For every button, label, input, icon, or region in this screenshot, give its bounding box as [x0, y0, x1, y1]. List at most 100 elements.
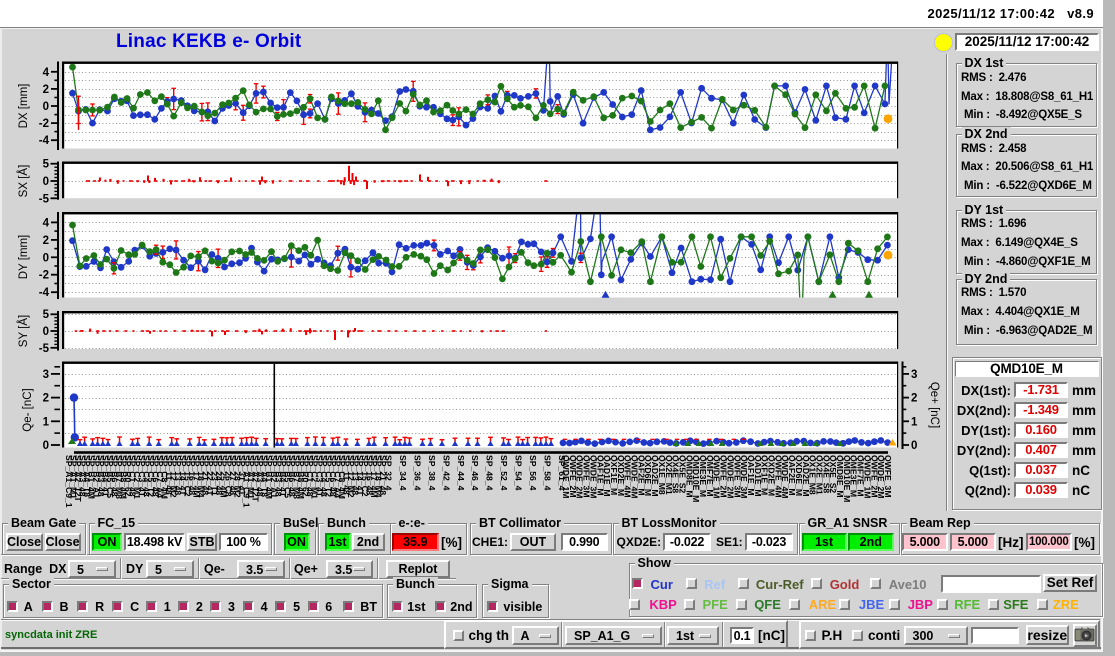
- svg-text:QWFE_2M: QWFE_2M: [719, 455, 729, 498]
- svg-text:QXD6E_M: QXD6E_M: [794, 455, 804, 496]
- svg-text:SP_15_C2: SP_15_C2: [360, 455, 370, 497]
- svg-text:SP_C7_A4: SP_C7_A4: [333, 455, 343, 498]
- svg-text:5: 5: [43, 159, 50, 171]
- svg-text:QMD10E_M: QMD10E_M: [842, 455, 852, 502]
- svg-text:QAF2E_M: QAF2E_M: [787, 455, 797, 496]
- svg-text:SP_18_M4: SP_18_M4: [196, 455, 206, 498]
- svg-text:SP_C6_48: SP_C6_48: [151, 455, 161, 497]
- svg-text:SP_31_4T: SP_31_4T: [237, 455, 247, 496]
- svg-text:SP_34_4: SP_34_4: [398, 455, 408, 491]
- svg-text:SP_B5_C5: SP_B5_C5: [105, 455, 115, 498]
- svg-text:SP_C4_48: SP_C4_48: [319, 455, 329, 497]
- svg-text:SP_21_48: SP_21_48: [378, 455, 388, 495]
- svg-text:-2: -2: [39, 270, 49, 282]
- svg-text:QWFE_3M: QWFE_3M: [582, 455, 592, 498]
- svg-text:QXD2E_M: QXD2E_M: [767, 455, 777, 496]
- svg-text:4: 4: [43, 67, 50, 79]
- svg-text:SP_12_M2: SP_12_M2: [346, 455, 356, 498]
- svg-text:QWDE_2M: QWDE_2M: [876, 455, 886, 498]
- svg-text:QWDE_4M: QWDE_4M: [780, 455, 790, 498]
- svg-text:SP_23_T1: SP_23_T1: [210, 455, 220, 496]
- svg-text:QX2E_M1: QX2E_M1: [664, 455, 674, 495]
- svg-text:QWFE_2M: QWFE_2M: [568, 455, 578, 498]
- svg-text:SP_58_4: SP_58_4: [543, 455, 553, 491]
- svg-text:SP_14_4T: SP_14_4T: [355, 455, 365, 496]
- svg-text:4: 4: [43, 217, 50, 229]
- svg-text:SP_A1_C9_1: SP_A1_C9_1: [64, 455, 74, 508]
- svg-text:0: 0: [43, 252, 49, 264]
- svg-text:SP_A3_48: SP_A3_48: [255, 455, 265, 497]
- svg-text:QMF7E_M: QMF7E_M: [856, 455, 866, 497]
- svg-text:3: 3: [911, 369, 917, 381]
- svg-text:SP_61_4: SP_61_4: [557, 455, 567, 491]
- svg-text:1: 1: [43, 416, 50, 428]
- svg-text:SP_B1_4M: SP_B1_4M: [264, 455, 274, 499]
- svg-text:SP_C3_4T: SP_C3_4T: [314, 455, 324, 498]
- svg-text:QWDE_2M: QWDE_2M: [575, 455, 585, 498]
- svg-text:SP_R0_62: SP_R0_62: [123, 455, 133, 497]
- svg-text:SP_54_4: SP_54_4: [514, 455, 524, 491]
- svg-text:SP_22_4T: SP_22_4T: [205, 455, 215, 496]
- svg-text:QWFE_3M: QWFE_3M: [883, 455, 893, 498]
- svg-text:SP_A2_12T: SP_A2_12T: [73, 455, 83, 503]
- svg-text:QAF1E_M: QAF1E_M: [746, 455, 756, 496]
- svg-text:SP_38_4: SP_38_4: [427, 455, 437, 491]
- svg-text:SP_48_4: SP_48_4: [485, 455, 495, 491]
- svg-text:-4: -4: [39, 287, 50, 299]
- svg-text:QWFE_4M: QWFE_4M: [623, 455, 633, 498]
- svg-text:SP_B2_A1: SP_B2_A1: [91, 455, 101, 498]
- svg-text:SP_B1_4M: SP_B1_4M: [87, 455, 97, 499]
- svg-text:SP_16_48: SP_16_48: [187, 455, 197, 495]
- svg-text:QX4E_S8: QX4E_S8: [671, 455, 681, 493]
- svg-text:SP_R0_62: SP_R0_62: [301, 455, 311, 497]
- svg-text:QWDE_4M: QWDE_4M: [630, 455, 640, 498]
- svg-text:SP_B2_A1: SP_B2_A1: [269, 455, 279, 498]
- svg-text:QX1E_M8: QX1E_M8: [808, 455, 818, 495]
- svg-text:SP_25_4M: SP_25_4M: [219, 455, 229, 498]
- svg-text:QMD10E_M: QMD10E_M: [691, 455, 701, 502]
- svg-text:SP_16_48: SP_16_48: [364, 455, 374, 495]
- svg-text:0: 0: [43, 326, 49, 338]
- svg-text:SP_36_4: SP_36_4: [412, 455, 422, 491]
- svg-text:-5: -5: [39, 193, 50, 205]
- svg-text:SP_C5_T2: SP_C5_T2: [146, 455, 156, 497]
- svg-text:SP_11_48: SP_11_48: [164, 455, 174, 495]
- svg-text:SX [Å]: SX [Å]: [17, 165, 30, 198]
- svg-text:0: 0: [43, 440, 49, 452]
- svg-text:2: 2: [43, 84, 49, 96]
- svg-text:SP_C8_4M: SP_C8_4M: [160, 455, 170, 499]
- svg-text:SP_A4_T8: SP_A4_T8: [82, 455, 92, 497]
- svg-text:QX2E_M1: QX2E_M1: [815, 455, 825, 495]
- svg-text:SP_17_4M: SP_17_4M: [191, 455, 201, 498]
- svg-text:QXD2E_M: QXD2E_M: [616, 455, 626, 496]
- svg-text:QMF7E_M: QMF7E_M: [705, 455, 715, 497]
- svg-text:SP_B3_48: SP_B3_48: [273, 455, 283, 497]
- svg-text:SY [Å]: SY [Å]: [17, 315, 30, 347]
- svg-text:QAF2E_M: QAF2E_M: [636, 455, 646, 496]
- svg-text:QWFE_4M: QWFE_4M: [773, 455, 783, 498]
- svg-text:QWFE_3M: QWFE_3M: [732, 455, 742, 498]
- svg-text:SP_32_4: SP_32_4: [384, 455, 394, 491]
- svg-text:SP_B3_48: SP_B3_48: [96, 455, 106, 497]
- svg-text:DY [mm]: DY [mm]: [18, 235, 30, 280]
- svg-text:SP_A1_M1: SP_A1_M1: [69, 455, 79, 499]
- svg-text:SP_B4_4T: SP_B4_4T: [278, 455, 288, 498]
- svg-text:SP_18_M4: SP_18_M4: [373, 455, 383, 498]
- svg-text:SP_A1_C9_1: SP_A1_C9_1: [242, 455, 252, 508]
- svg-text:Qe+ [nC]: Qe+ [nC]: [928, 382, 940, 428]
- svg-text:SP_C7_A4: SP_C7_A4: [155, 455, 165, 498]
- svg-text:SP_C3_4T: SP_C3_4T: [137, 455, 147, 498]
- svg-text:SP_C2_M1: SP_C2_M1: [132, 455, 142, 499]
- svg-text:SP_C1_48: SP_C1_48: [305, 455, 315, 497]
- svg-text:SP_56_4: SP_56_4: [528, 455, 538, 491]
- svg-text:QAD1E_M: QAD1E_M: [753, 455, 763, 497]
- svg-text:SP_A4_T8: SP_A4_T8: [260, 455, 270, 497]
- svg-text:SP_26_C8: SP_26_C8: [223, 455, 233, 497]
- svg-text:SP_13_48: SP_13_48: [351, 455, 361, 495]
- svg-text:SP_B8_4M: SP_B8_4M: [119, 455, 129, 499]
- svg-text:2: 2: [43, 235, 49, 247]
- svg-text:QX5E_S2: QX5E_S2: [828, 455, 838, 493]
- svg-text:QWDE_1M: QWDE_1M: [561, 455, 571, 498]
- svg-text:1: 1: [911, 416, 918, 428]
- svg-text:QWDE_3M: QWDE_3M: [739, 455, 749, 498]
